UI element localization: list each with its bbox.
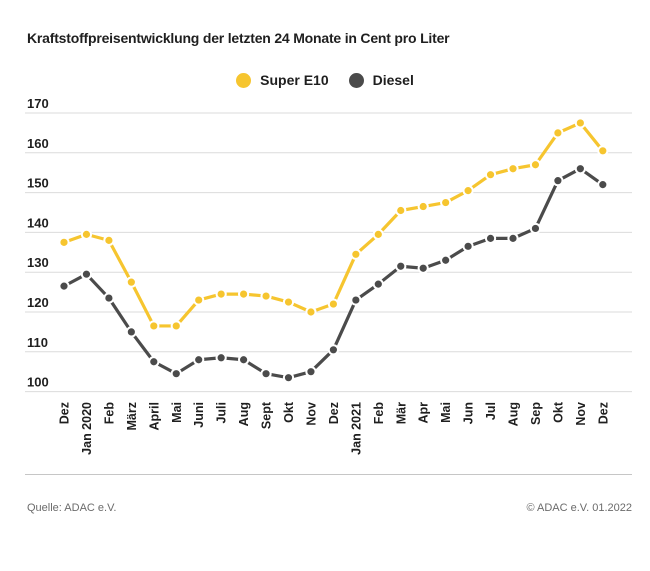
- y-axis-tick-label: 160: [27, 136, 49, 151]
- data-point: [417, 200, 429, 213]
- source-label: Quelle: ADAC e.V.: [27, 502, 117, 514]
- legend-label-diesel: Diesel: [372, 72, 414, 88]
- x-axis-tick-label: Juni: [192, 402, 206, 428]
- x-axis-tick-label: Aug: [507, 402, 521, 426]
- x-axis-tick-label: Feb: [372, 402, 386, 425]
- x-axis-tick-label: Apr: [417, 402, 431, 424]
- data-point: [148, 356, 160, 368]
- data-point: [529, 222, 542, 235]
- x-axis-tick-label: Mär: [394, 402, 408, 424]
- data-point: [327, 298, 339, 310]
- y-axis-tick-label: 100: [27, 375, 49, 390]
- x-axis-tick-label: Dez: [596, 402, 610, 424]
- data-point: [574, 117, 586, 129]
- data-point: [238, 354, 250, 366]
- x-axis-tick-label: Okt: [282, 401, 296, 423]
- data-point: [484, 169, 497, 181]
- data-point: [125, 326, 137, 338]
- data-point: [103, 292, 115, 304]
- data-point: [350, 294, 362, 306]
- y-axis-tick-label: 170: [27, 96, 49, 111]
- data-point: [215, 352, 227, 364]
- copyright-label: © ADAC e.V. 01.2022: [526, 502, 632, 514]
- x-axis-tick-label: Aug: [237, 402, 251, 426]
- x-axis-tick-label: Feb: [102, 402, 116, 425]
- y-axis-tick-label: 140: [27, 215, 49, 230]
- data-point: [574, 163, 586, 175]
- x-axis-tick-label: Mai: [170, 402, 184, 423]
- data-point: [552, 127, 564, 139]
- series-line-super-e10: [62, 121, 605, 328]
- data-point: [507, 163, 519, 175]
- data-point: [484, 232, 497, 244]
- data-point: [125, 276, 137, 288]
- data-point: [507, 232, 519, 244]
- x-axis-tick-label: Jan 2021: [349, 402, 363, 455]
- chart-legend: Super E10 Diesel: [0, 72, 650, 88]
- x-axis-tick-label: März: [125, 402, 139, 430]
- data-point: [238, 288, 250, 300]
- data-point: [215, 288, 227, 300]
- data-point: [372, 228, 384, 240]
- x-axis-tick-label: Sept: [260, 401, 274, 429]
- data-point: [305, 366, 317, 378]
- data-point: [260, 290, 272, 302]
- x-axis-tick-label: Dez: [327, 402, 341, 424]
- data-point: [148, 320, 160, 332]
- footer-divider: [25, 474, 632, 475]
- x-axis-tick-label: Juli: [215, 402, 229, 424]
- data-point: [193, 294, 205, 306]
- legend-item-super-e10: Super E10: [236, 72, 329, 88]
- data-point: [103, 234, 115, 246]
- data-point: [170, 320, 182, 332]
- x-axis-tick-label: Nov: [574, 402, 588, 426]
- data-point: [395, 204, 407, 217]
- legend-item-diesel: Diesel: [348, 72, 414, 88]
- data-point: [58, 236, 70, 248]
- data-point: [58, 280, 70, 292]
- data-point: [462, 185, 474, 197]
- data-point: [282, 296, 295, 308]
- y-axis-tick-label: 120: [27, 295, 49, 310]
- data-point: [552, 175, 564, 187]
- data-point: [440, 254, 452, 266]
- x-axis-tick-label: April: [147, 402, 161, 430]
- y-axis-tick-label: 130: [27, 255, 49, 270]
- x-axis-tick-label: Okt: [551, 401, 565, 423]
- x-axis-tick-label: Jan 2020: [80, 402, 94, 455]
- super-e10-dot-icon: [236, 72, 252, 88]
- x-axis-tick-label: Jul: [484, 402, 498, 420]
- data-point: [462, 240, 474, 252]
- data-point: [529, 159, 542, 171]
- data-point: [417, 262, 429, 274]
- y-axis-tick-label: 150: [27, 176, 49, 191]
- data-point: [350, 248, 362, 260]
- data-point: [260, 368, 272, 380]
- diesel-dot-icon: [348, 72, 364, 88]
- data-point: [372, 278, 384, 290]
- legend-label-super-e10: Super E10: [260, 72, 329, 88]
- x-axis-tick-label: Dez: [58, 402, 72, 424]
- data-point: [170, 368, 182, 380]
- x-axis-tick-label: Mai: [439, 402, 453, 423]
- data-point: [80, 228, 93, 240]
- data-point: [327, 344, 339, 356]
- x-axis-tick-label: Nov: [304, 402, 318, 426]
- chart-title: Kraftstoffpreisentwicklung der letzten 2…: [27, 30, 450, 46]
- data-point: [305, 306, 317, 318]
- data-point: [282, 372, 295, 384]
- data-point: [80, 268, 93, 280]
- x-axis-tick-label: Sep: [529, 402, 543, 425]
- data-point: [597, 179, 609, 191]
- data-point: [193, 354, 205, 366]
- data-point: [440, 196, 452, 209]
- data-point: [597, 145, 609, 157]
- data-point: [395, 260, 407, 272]
- y-axis-tick-label: 110: [27, 335, 48, 350]
- x-axis-tick-label: Jun: [462, 402, 476, 424]
- fuel-price-chart: 170 160 150 140 130 120 110 100 Dez Jan 2020 Feb Mä…: [25, 96, 632, 455]
